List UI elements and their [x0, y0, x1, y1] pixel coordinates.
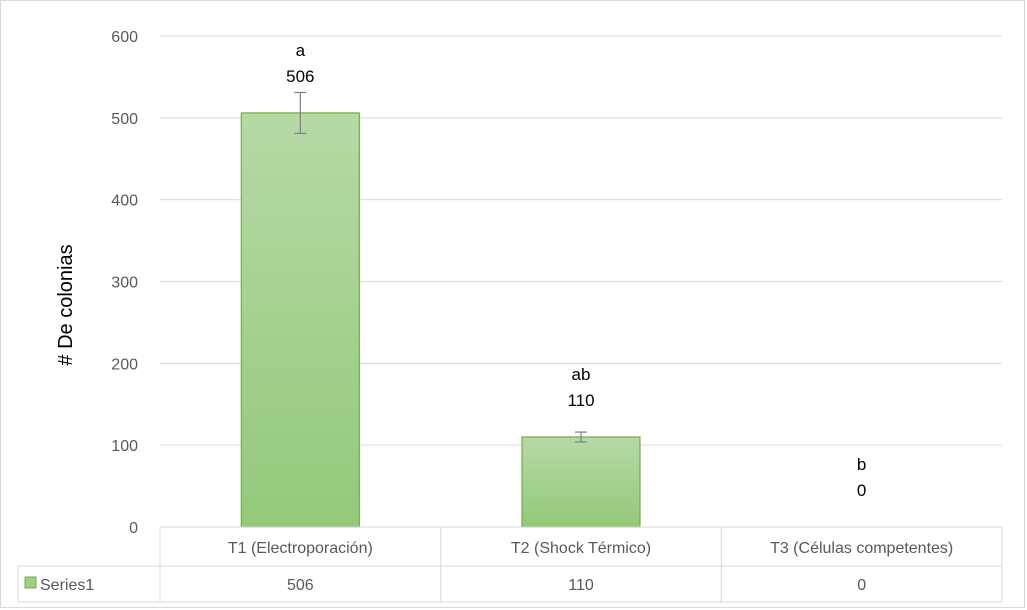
table-value: 506 [287, 577, 314, 594]
data-label-value: 0 [857, 481, 866, 500]
data-label-significance: b [857, 455, 866, 474]
y-axis-label: # De colonias [55, 244, 77, 365]
y-tick-label: 200 [111, 356, 138, 373]
category-label: T3 (Células competentes) [770, 540, 953, 557]
legend-series-name: Series1 [40, 577, 94, 594]
data-table: T1 (Electroporación) 506 T2 (Shock Térmico… [17, 526, 1003, 603]
y-tick-label: 600 [111, 29, 138, 46]
category-label: T2 (Shock Térmico) [511, 540, 651, 557]
bar [521, 436, 641, 528]
bars: 506 a 110 ab 0 b [240, 41, 868, 528]
data-label-significance: ab [572, 365, 591, 384]
table-value: 110 [568, 577, 594, 594]
y-tick-label: 100 [111, 438, 138, 455]
y-axis-ticks: 0 100 200 300 400 500 600 [111, 29, 138, 537]
data-label-value: 506 [286, 67, 314, 86]
y-tick-label: 500 [111, 111, 138, 128]
bar [240, 112, 360, 528]
table-value: 0 [857, 577, 866, 594]
y-tick-label: 400 [111, 193, 138, 210]
y-tick-label: 0 [129, 520, 138, 537]
data-label-significance: a [296, 41, 306, 60]
category-label: T1 (Electroporación) [228, 540, 373, 557]
data-label-value: 110 [567, 391, 594, 410]
legend-key [24, 576, 37, 589]
y-tick-label: 300 [111, 275, 138, 292]
